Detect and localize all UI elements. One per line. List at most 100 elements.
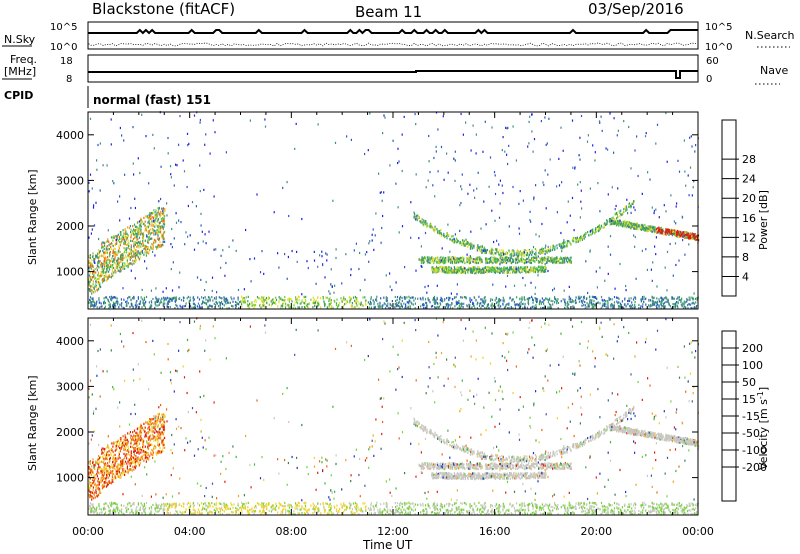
power-cell — [203, 188, 205, 191]
power-cell — [589, 187, 591, 190]
power-cell — [619, 221, 621, 224]
power-cell — [543, 306, 546, 309]
power-cell — [651, 206, 653, 209]
power-cell — [486, 249, 488, 252]
power-cell — [116, 259, 119, 262]
power-cell — [674, 233, 676, 236]
power-cell — [133, 241, 135, 244]
power-cell — [470, 270, 472, 274]
power-cell — [535, 297, 537, 300]
power-cell — [433, 300, 435, 304]
power-cell — [312, 300, 315, 303]
power-cell — [88, 282, 90, 285]
power-cell — [108, 270, 110, 273]
power-cell — [131, 239, 133, 243]
power-cell — [541, 249, 543, 252]
power-cell — [368, 306, 370, 309]
power-cell — [579, 237, 581, 240]
power-cell — [536, 300, 538, 303]
power-cell — [146, 246, 149, 249]
power-cell — [542, 260, 544, 263]
power-cell — [328, 299, 330, 302]
power-cell — [527, 298, 529, 301]
power-cell — [648, 226, 650, 229]
power-cell — [418, 237, 420, 240]
power-cell — [178, 219, 180, 222]
power-cell — [437, 231, 439, 234]
power-cell — [494, 299, 496, 302]
power-cell — [672, 303, 674, 306]
power-cell — [467, 256, 470, 259]
power-cell — [619, 305, 621, 308]
power-cell — [458, 269, 460, 272]
power-cell — [538, 251, 540, 255]
power-cell — [540, 267, 542, 270]
power-cell — [305, 302, 307, 305]
power-cell — [545, 297, 547, 300]
power-cell — [287, 298, 289, 301]
power-cell — [456, 266, 458, 269]
power-cell — [604, 279, 606, 282]
power-cell — [503, 257, 505, 260]
power-cell — [135, 249, 137, 252]
power-cell — [282, 299, 284, 302]
power-cell — [481, 248, 483, 251]
power-cell — [381, 305, 383, 308]
power-cell — [434, 306, 436, 309]
power-cell — [104, 301, 107, 305]
power-cell — [440, 259, 442, 262]
power-cell — [104, 296, 107, 299]
power-cell — [289, 297, 291, 301]
power-cell — [97, 249, 100, 252]
power-cell — [123, 239, 125, 242]
power-cell — [117, 303, 119, 306]
power-cell — [555, 298, 557, 301]
power-cell — [119, 241, 121, 244]
power-cell — [533, 198, 535, 201]
power-cell — [474, 260, 476, 263]
power-cell — [201, 301, 204, 305]
power-cell — [235, 300, 237, 304]
power-cell — [169, 165, 172, 168]
power-cell — [176, 304, 178, 307]
power-cell — [432, 227, 434, 230]
power-cell — [490, 304, 492, 307]
power-cell — [182, 306, 184, 309]
power-cell — [426, 222, 428, 225]
power-cell — [123, 232, 125, 235]
power-cell — [673, 230, 675, 234]
power-cell — [595, 270, 597, 273]
power-cell — [540, 301, 542, 304]
power-cell — [608, 297, 610, 300]
power-cell — [153, 209, 155, 212]
power-cell — [131, 254, 133, 257]
power-cell — [572, 306, 574, 309]
power-cell — [507, 257, 510, 260]
power-cell — [467, 271, 469, 274]
power-cell — [528, 303, 530, 306]
power-cell — [436, 228, 438, 231]
power-cell — [513, 265, 515, 269]
power-cell — [572, 237, 574, 240]
power-cell — [136, 304, 138, 307]
power-cell — [137, 234, 139, 237]
power-cell — [437, 268, 439, 271]
power-cell — [120, 305, 123, 308]
power-cell — [564, 303, 566, 306]
power-cell — [593, 230, 595, 233]
power-cell — [473, 296, 475, 299]
power-cell — [566, 305, 568, 309]
power-cell — [472, 304, 474, 307]
power-cell — [223, 296, 225, 299]
power-cell — [440, 270, 442, 273]
power-cell — [502, 136, 504, 139]
power-cell — [162, 219, 164, 222]
power-cell — [108, 262, 110, 265]
power-cell — [576, 239, 578, 242]
power-cell — [498, 253, 500, 256]
power-cell — [113, 251, 115, 254]
power-cell — [692, 301, 694, 304]
power-cell — [101, 246, 103, 249]
power-cell — [683, 300, 685, 303]
power-cell — [592, 228, 594, 231]
